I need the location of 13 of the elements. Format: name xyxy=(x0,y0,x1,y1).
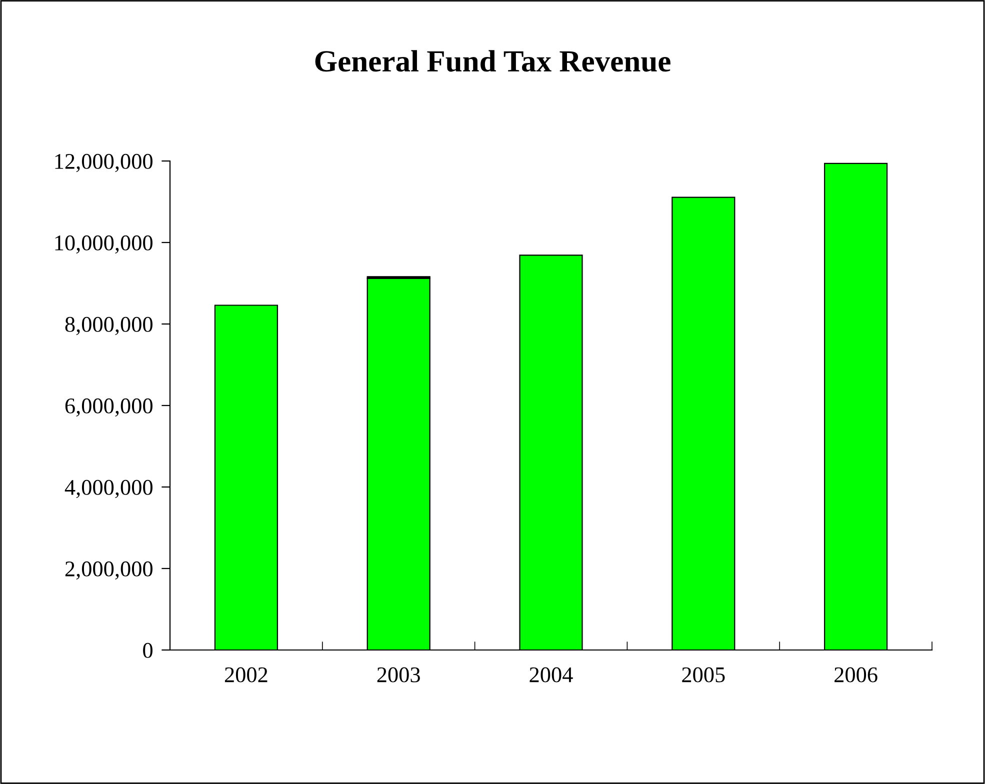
y-tick-label: 8,000,000 xyxy=(65,316,152,336)
chart-title: General Fund Tax Revenue xyxy=(315,50,670,72)
x-tick-label: 2003 xyxy=(377,667,420,682)
y-tick-label: 2,000,000 xyxy=(65,561,152,580)
y-tick-label: 10,000,000 xyxy=(55,235,152,254)
y-tick-label: 6,000,000 xyxy=(65,398,152,417)
x-tick-label: 2002 xyxy=(224,667,268,682)
y-tick-label: 12,000,000 xyxy=(55,154,152,172)
y-tick-label: 0 xyxy=(143,642,152,658)
x-tick-label: 2004 xyxy=(530,667,573,682)
y-tick-label: 4,000,000 xyxy=(64,480,152,498)
x-tick-label: 2006 xyxy=(834,667,878,682)
x-tick-label: 2005 xyxy=(682,667,725,682)
